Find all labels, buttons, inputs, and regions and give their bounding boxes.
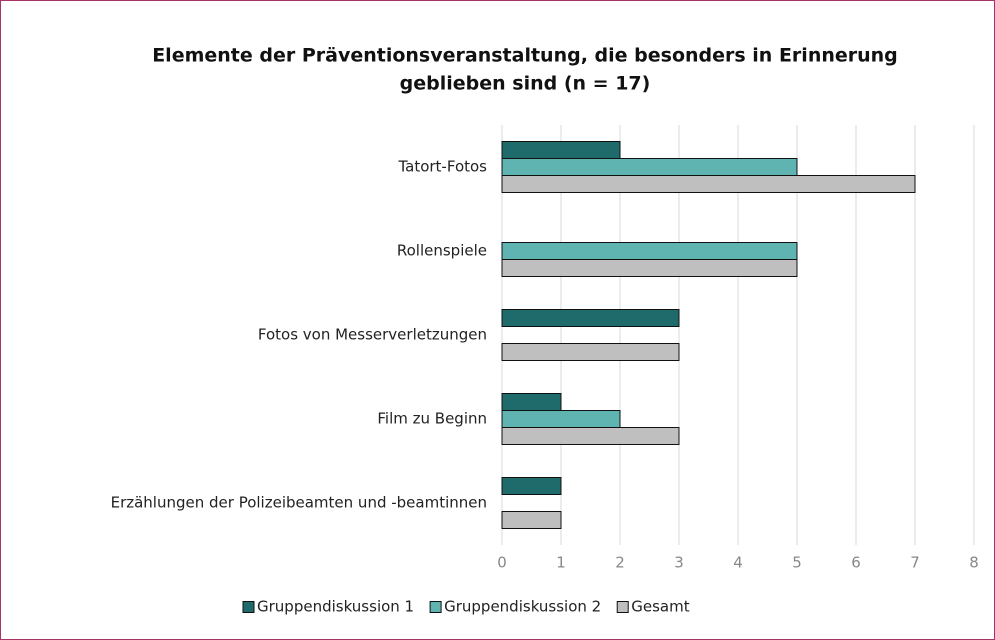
y-tick-label: Fotos von Messerverletzungen <box>258 326 487 344</box>
y-tick-label: Film zu Beginn <box>377 410 487 428</box>
legend-swatch <box>429 601 442 613</box>
x-tick-label: 8 <box>969 554 979 572</box>
bar <box>501 242 798 260</box>
legend-label: Gruppendiskussion 1 <box>257 598 414 616</box>
bar <box>501 410 621 428</box>
x-tick-label: 4 <box>733 554 743 572</box>
x-tick-label: 5 <box>792 554 802 572</box>
bar <box>501 259 798 277</box>
x-tick-label: 7 <box>910 554 920 572</box>
bar <box>501 141 621 159</box>
x-tick-label: 2 <box>615 554 625 572</box>
y-tick-label: Erzählungen der Polizeibeamten und -beam… <box>111 494 487 512</box>
bar <box>501 175 916 193</box>
y-tick-label: Tatort-Fotos <box>397 158 487 176</box>
x-tick-label: 3 <box>674 554 684 572</box>
legend-swatch <box>616 601 629 613</box>
bar <box>501 427 680 445</box>
legend-swatch <box>242 601 255 613</box>
legend-label: Gesamt <box>631 598 689 616</box>
bar <box>501 158 798 176</box>
bar <box>501 393 562 411</box>
x-tick-label: 6 <box>851 554 861 572</box>
y-tick-label: Rollenspiele <box>397 242 487 260</box>
chart-title: Elemente der Präventionsveranstaltung, d… <box>152 45 898 67</box>
x-tick-label: 0 <box>497 554 507 572</box>
chart-title: geblieben sind (n = 17) <box>400 73 651 95</box>
bar <box>501 477 562 495</box>
bar <box>501 343 680 361</box>
legend-label: Gruppendiskussion 2 <box>444 598 601 616</box>
x-tick-label: 1 <box>556 554 566 572</box>
bar <box>501 511 562 529</box>
bar <box>501 309 680 327</box>
